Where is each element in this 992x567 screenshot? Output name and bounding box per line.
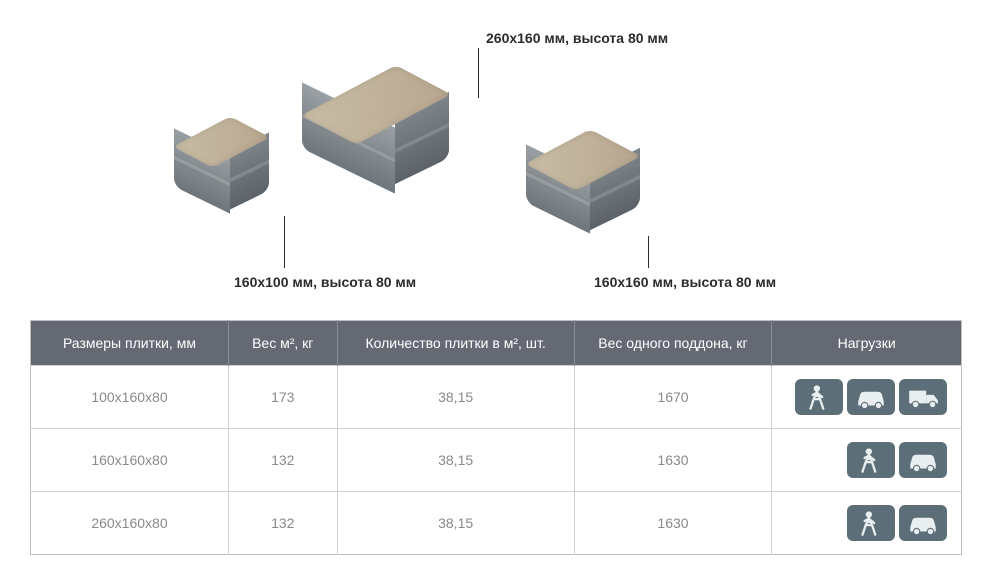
- cell-pallet: 1670: [574, 366, 772, 429]
- pedestrian-icon: [847, 505, 895, 541]
- table-row: 160х160х8013238,151630: [31, 429, 962, 492]
- col-header: Вес одного поддона, кг: [574, 321, 772, 366]
- cell-size: 100х160х80: [31, 366, 229, 429]
- spec-table: Размеры плитки, ммВес м², кгКоличество п…: [30, 320, 962, 555]
- cell-loads: [772, 366, 962, 429]
- table-row: 100х160х8017338,151670: [31, 366, 962, 429]
- leader-line: [478, 48, 479, 98]
- truck-icon: [899, 379, 947, 415]
- col-header: Количество плитки в м², шт.: [337, 321, 574, 366]
- cell-loads: [772, 429, 962, 492]
- cell-count: 38,15: [337, 429, 574, 492]
- callout-big: 260х160 мм, высота 80 мм: [486, 30, 668, 46]
- spec-table-head: Размеры плитки, ммВес м², кгКоличество п…: [31, 321, 962, 366]
- cell-pallet: 1630: [574, 429, 772, 492]
- cell-pallet: 1630: [574, 492, 772, 555]
- pedestrian-icon: [847, 442, 895, 478]
- col-header: Вес м², кг: [228, 321, 337, 366]
- cell-size: 260х160х80: [31, 492, 229, 555]
- col-header: Размеры плитки, мм: [31, 321, 229, 366]
- callout-mid: 160х160 мм, высота 80 мм: [594, 274, 776, 290]
- car-icon: [847, 379, 895, 415]
- spec-table-body: 100х160х8017338,151670160х160х8013238,15…: [31, 366, 962, 555]
- col-header: Нагрузки: [772, 321, 962, 366]
- cell-count: 38,15: [337, 366, 574, 429]
- cell-loads: [772, 492, 962, 555]
- cell-weight: 173: [228, 366, 337, 429]
- cell-size: 160х160х80: [31, 429, 229, 492]
- leader-line: [648, 236, 649, 268]
- callout-small: 160х100 мм, высота 80 мм: [234, 274, 416, 290]
- car-icon: [899, 505, 947, 541]
- cell-weight: 132: [228, 492, 337, 555]
- cell-weight: 132: [228, 429, 337, 492]
- leader-line: [284, 216, 285, 268]
- table-row: 260х160х8013238,151630: [31, 492, 962, 555]
- block-illustration: 260х160 мм, высота 80 мм 160х100 мм, высо…: [0, 0, 992, 300]
- cell-count: 38,15: [337, 492, 574, 555]
- car-icon: [899, 442, 947, 478]
- pedestrian-icon: [795, 379, 843, 415]
